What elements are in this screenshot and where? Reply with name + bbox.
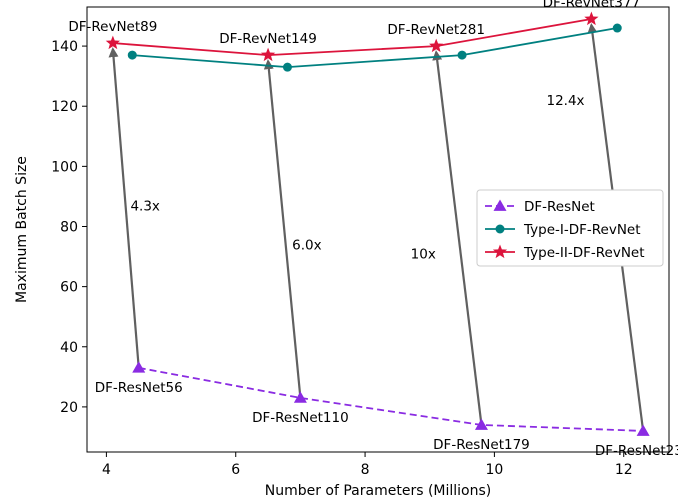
y-tick-label: 120 bbox=[51, 99, 78, 115]
improvement-arrow bbox=[263, 59, 302, 398]
x-tick-label: 4 bbox=[102, 462, 111, 478]
improvement-arrow bbox=[432, 50, 483, 426]
plot-frame bbox=[86, 6, 670, 453]
data-point bbox=[612, 23, 622, 33]
y-axis-title: Maximum Batch Size bbox=[14, 156, 30, 303]
point-label: DF-RevNet89 bbox=[68, 19, 157, 35]
legend-box bbox=[476, 189, 664, 267]
x-tick-label: 8 bbox=[361, 462, 370, 478]
data-point bbox=[105, 35, 120, 50]
legend-swatch-marker bbox=[493, 199, 507, 211]
x-tick-label: 12 bbox=[615, 462, 633, 478]
y-tick-label: 80 bbox=[60, 219, 78, 235]
data-point bbox=[132, 361, 146, 373]
legend-swatch-marker bbox=[495, 224, 505, 234]
data-point bbox=[429, 38, 444, 53]
point-label: DF-ResNet179 bbox=[433, 437, 530, 453]
x-tick-label: 10 bbox=[485, 462, 503, 478]
series-line bbox=[138, 366, 644, 432]
legend-entry-label: Type-I-DF-RevNet bbox=[523, 222, 641, 238]
data-point bbox=[282, 62, 292, 72]
y-tick-label: 100 bbox=[51, 159, 78, 175]
improvement-arrow bbox=[108, 47, 140, 368]
data-point bbox=[260, 47, 276, 62]
data-point bbox=[457, 50, 467, 60]
data-point bbox=[293, 391, 307, 403]
ratio-label: 10x bbox=[411, 247, 436, 263]
y-tick-label: 140 bbox=[51, 39, 78, 55]
x-axis-title: Number of Parameters (Millions) bbox=[265, 483, 492, 499]
legend-entry-label: DF-ResNet bbox=[524, 199, 595, 215]
data-point bbox=[127, 50, 137, 60]
point-label: DF-ResNet56 bbox=[95, 380, 183, 396]
series-line bbox=[132, 27, 618, 69]
y-tick-label: 60 bbox=[60, 280, 78, 296]
point-label: DF-ResNet233 bbox=[595, 443, 678, 459]
ratio-label: 12.4x bbox=[547, 93, 585, 109]
point-label: DF-ResNet110 bbox=[252, 410, 349, 426]
data-point bbox=[474, 418, 488, 430]
x-tick-label: 6 bbox=[231, 462, 240, 478]
data-point bbox=[584, 11, 599, 26]
point-label: DF-RevNet281 bbox=[387, 22, 485, 38]
point-label: DF-RevNet377 bbox=[543, 0, 641, 11]
y-tick-label: 20 bbox=[60, 400, 78, 416]
y-tick-label: 40 bbox=[60, 340, 78, 356]
legend-swatch-marker bbox=[492, 244, 508, 259]
series-line bbox=[112, 18, 592, 57]
legend-entry-label: Type-II-DF-RevNet bbox=[523, 245, 645, 261]
ratio-label: 6.0x bbox=[292, 238, 321, 254]
data-point bbox=[636, 424, 650, 436]
point-label: DF-RevNet149 bbox=[219, 31, 317, 47]
ratio-label: 4.3x bbox=[130, 198, 159, 214]
legend: DF-ResNet Type-I-DF-RevNet Type-II-DF-RevN… bbox=[476, 189, 664, 267]
